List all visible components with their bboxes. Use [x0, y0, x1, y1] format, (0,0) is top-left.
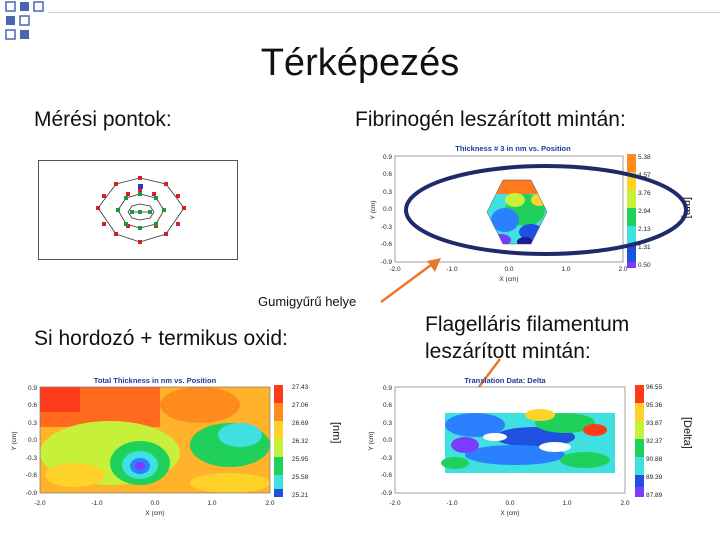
flag-scale-label: 96.55 [646, 384, 663, 391]
si-y-tick: 0.9 [28, 385, 37, 392]
flag-heatmap [395, 387, 625, 493]
fib-y-ticks: 0.9 0.6 0.3 0.0 -0.3 -0.6 -0.9 [381, 154, 393, 266]
flag-scale-labels: 96.55 95.36 93.87 92.37 90.88 89.39 87.8… [646, 384, 663, 499]
fib-y-tick: -0.3 [381, 224, 393, 231]
flag-y-tick: 0.9 [383, 385, 392, 392]
si-y-tick: -0.6 [26, 472, 38, 479]
flag-y-ticks: 0.9 0.6 0.3 0.0 -0.3 -0.6 -0.9 [381, 385, 393, 497]
flag-scale-label: 87.89 [646, 492, 663, 499]
flag-y-tick: -0.6 [381, 472, 393, 479]
fib-x-tick: 2.0 [618, 266, 627, 273]
fib-scale-label: 4.57 [638, 172, 651, 179]
flag-scale-label: 90.88 [646, 456, 663, 463]
flag-x-tick: -1.0 [446, 500, 458, 507]
fib-x-ticks: -2.0 -1.0 0.0 1.0 2.0 [389, 266, 627, 273]
fib-x-tick: 0.0 [504, 266, 513, 273]
fib-scale-labels: 5.38 4.57 3.76 2.94 2.13 1.31 0.50 [638, 154, 651, 269]
fib-y-label: Y (cm) [370, 200, 377, 219]
gasket-ellipse [404, 164, 688, 256]
fib-scale-label: 2.94 [638, 208, 651, 215]
flag-y-tick: 0.6 [383, 402, 392, 409]
fib-color-scale [627, 154, 636, 268]
si-y-ticks: 0.9 0.6 0.3 0.0 -0.3 -0.6 -0.9 [26, 385, 38, 497]
flag-y-tick: -0.9 [381, 490, 393, 497]
si-scale-label: 25.21 [292, 492, 309, 499]
flag-scale-label: 92.37 [646, 438, 663, 445]
si-y-label: Y (cm) [11, 431, 18, 450]
si-unit-label: [nm] [330, 422, 342, 444]
si-scale-label: 25.58 [292, 474, 309, 481]
flagellaris-label-line1: Flagelláris filamentum [425, 313, 630, 336]
flag-plot: Translation Data: Delta 0.9 0.6 0.3 0.0 … [368, 376, 663, 517]
flag-scale-label: 93.87 [646, 420, 663, 427]
slide-title: Térképezés [260, 42, 460, 84]
flag-plot-title: Translation Data: Delta [464, 376, 546, 385]
si-plot-title: Total Thickness in nm vs. Position [94, 376, 217, 385]
flag-x-tick: -2.0 [389, 500, 401, 507]
fib-y-tick: -0.9 [381, 259, 393, 266]
si-x-label: X (cm) [145, 510, 164, 517]
si-scale-label: 26.32 [292, 438, 309, 445]
flag-y-tick: 0.0 [383, 437, 392, 444]
si-scale-labels: 27.43 27.06 26.69 26.32 25.95 25.58 25.2… [292, 384, 309, 499]
si-heatmap [40, 387, 270, 493]
fibrinogen-plot: Thickness # 3 in nm vs. Position 0.9 0.6… [370, 144, 651, 283]
flag-y-label: Y (cm) [368, 431, 375, 450]
flag-y-tick: -0.3 [381, 455, 393, 462]
fib-y-tick: 0.3 [383, 189, 392, 196]
fib-plot-title: Thickness # 3 in nm vs. Position [455, 144, 571, 153]
si-x-tick: -2.0 [34, 500, 46, 507]
fib-x-tick: 1.0 [561, 266, 570, 273]
si-y-tick: -0.3 [26, 455, 38, 462]
si-x-tick: -1.0 [91, 500, 103, 507]
flag-x-ticks: -2.0 -1.0 0.0 1.0 2.0 [389, 500, 629, 507]
flagellaris-label-line2: leszárított mintán: [425, 340, 591, 363]
si-x-tick: 0.0 [150, 500, 159, 507]
fib-x-tick: -1.0 [446, 266, 458, 273]
fib-y-tick: -0.6 [381, 241, 393, 248]
fib-x-tick: -2.0 [389, 266, 401, 273]
flag-scale-label: 89.39 [646, 474, 663, 481]
si-scale-label: 25.95 [292, 456, 309, 463]
flag-x-tick: 1.0 [562, 500, 571, 507]
si-x-ticks: -2.0 -1.0 0.0 1.0 2.0 [34, 500, 274, 507]
si-x-tick: 2.0 [265, 500, 274, 507]
si-y-tick: 0.6 [28, 402, 37, 409]
measurement-points-diagram [38, 160, 238, 260]
si-y-tick: 0.0 [28, 437, 37, 444]
flag-color-scale [635, 385, 644, 497]
si-y-tick: -0.9 [26, 490, 38, 497]
flag-scale-label: 95.36 [646, 402, 663, 409]
meresi-pontok-label: Mérési pontok: [34, 108, 172, 131]
top-rule [48, 12, 720, 13]
si-scale-label: 26.69 [292, 420, 309, 427]
fibrinogen-label: Fibrinogén leszárított mintán: [355, 108, 626, 131]
gasket-arrow [380, 258, 441, 304]
gumigyuru-label: Gumigyűrű helye [258, 294, 357, 309]
si-plot: Total Thickness in nm vs. Position 0.9 0… [11, 376, 309, 517]
si-color-scale [274, 385, 283, 497]
fib-y-tick: 0.6 [383, 171, 392, 178]
fib-y-tick: 0.9 [383, 154, 392, 161]
fib-scale-label: 1.31 [638, 244, 651, 251]
flag-x-tick: 0.0 [505, 500, 514, 507]
flag-unit-label: [Delta] [681, 417, 693, 449]
fib-scale-label: 2.13 [638, 226, 651, 233]
fib-x-label: X (cm) [499, 276, 518, 283]
flag-x-tick: 2.0 [620, 500, 629, 507]
fib-scale-label: 5.38 [638, 154, 651, 161]
si-x-tick: 1.0 [207, 500, 216, 507]
si-y-tick: 0.3 [28, 420, 37, 427]
flag-x-label: X (cm) [500, 510, 519, 517]
fib-scale-label: 0.50 [638, 262, 651, 269]
si-hordozo-label: Si hordozó + termikus oxid: [34, 327, 288, 350]
fib-scale-label: 3.76 [638, 190, 651, 197]
flag-y-tick: 0.3 [383, 420, 392, 427]
si-scale-label: 27.06 [292, 402, 309, 409]
decorative-squares [5, 1, 44, 40]
fib-y-tick: 0.0 [383, 206, 392, 213]
si-scale-label: 27.43 [292, 384, 309, 391]
